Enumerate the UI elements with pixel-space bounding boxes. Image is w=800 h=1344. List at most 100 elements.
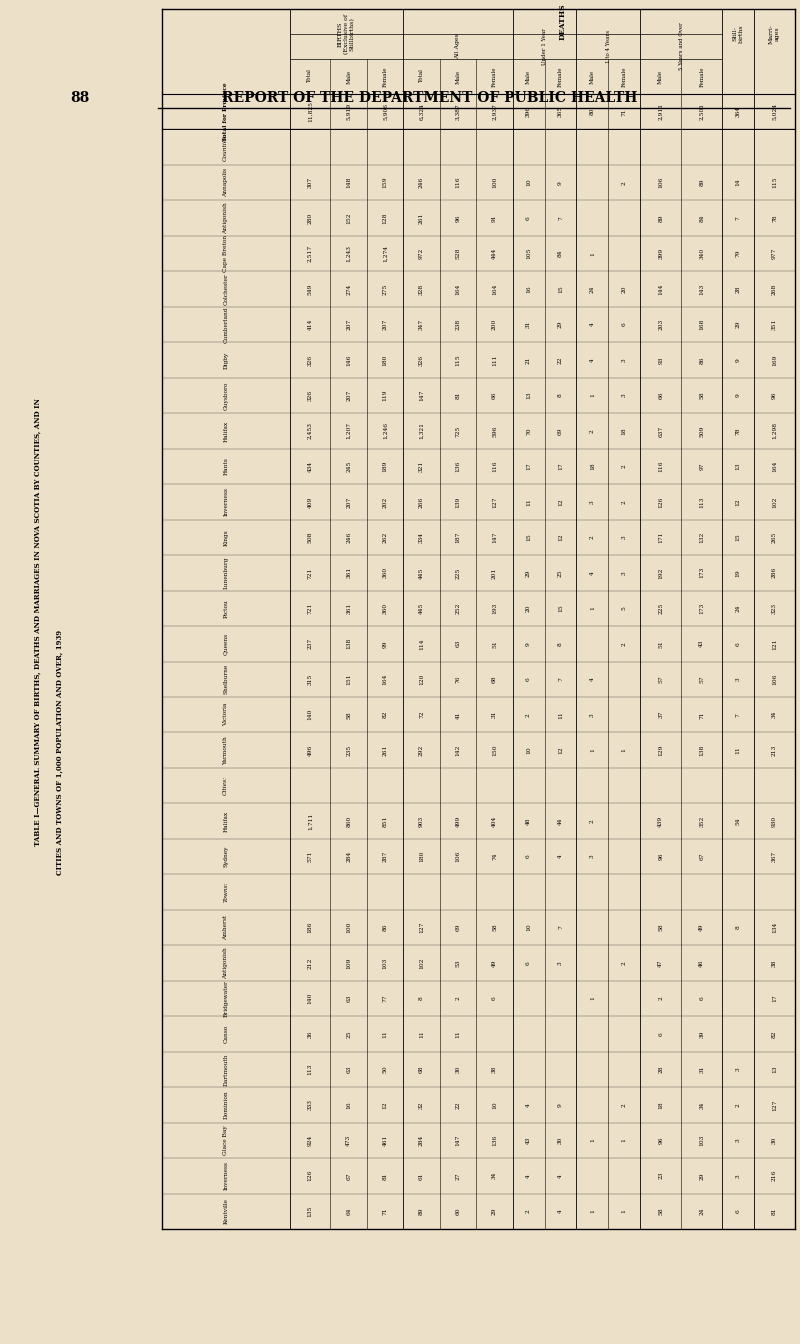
Text: TABLE I—GENERAL SUMMARY OF BIRTHS, DEATHS AND MARRIAGES IN NOVA SCOTIA BY COUNTI: TABLE I—GENERAL SUMMARY OF BIRTHS, DEATH…	[34, 398, 42, 845]
Text: 51: 51	[492, 640, 497, 648]
Text: Kentville: Kentville	[223, 1199, 228, 1224]
Text: 116: 116	[658, 461, 663, 472]
Text: 360: 360	[382, 602, 388, 614]
Text: 245: 245	[346, 461, 351, 472]
Text: 11: 11	[419, 1030, 424, 1038]
Text: 6,324: 6,324	[419, 103, 424, 120]
Text: 34: 34	[492, 1172, 497, 1180]
Text: 70: 70	[526, 427, 531, 434]
Text: 1: 1	[590, 996, 595, 1000]
Text: 3: 3	[735, 1175, 741, 1177]
Text: 6: 6	[526, 961, 531, 965]
Text: 10: 10	[526, 923, 531, 931]
Text: 128: 128	[382, 212, 388, 224]
Text: 14: 14	[735, 179, 741, 187]
Text: 116: 116	[455, 177, 461, 188]
Text: 2: 2	[590, 429, 595, 433]
Text: 509: 509	[699, 425, 704, 437]
Text: 9: 9	[558, 181, 563, 184]
Text: 192: 192	[658, 567, 663, 578]
Text: 146: 146	[346, 355, 351, 366]
Text: 49: 49	[699, 923, 704, 931]
Text: 16: 16	[526, 285, 531, 293]
Text: 144: 144	[658, 284, 663, 294]
Text: 977: 977	[772, 249, 777, 259]
Text: 68: 68	[419, 1066, 424, 1073]
Text: 103: 103	[382, 957, 388, 969]
Text: Female: Female	[558, 66, 563, 87]
Text: 972: 972	[419, 249, 424, 259]
Text: 851: 851	[382, 816, 388, 827]
Text: 126: 126	[307, 1171, 313, 1181]
Text: 280: 280	[307, 212, 313, 223]
Text: 203: 203	[658, 319, 663, 331]
Text: 139: 139	[455, 496, 461, 508]
Text: 24: 24	[735, 605, 741, 612]
Text: 15: 15	[526, 534, 531, 542]
Text: 71: 71	[622, 108, 626, 116]
Text: 15: 15	[735, 534, 741, 542]
Text: 3: 3	[622, 394, 626, 398]
Text: 334: 334	[419, 532, 424, 543]
Text: 266: 266	[419, 496, 424, 508]
Text: 399: 399	[658, 249, 663, 259]
Text: 238: 238	[455, 319, 461, 331]
Text: 11: 11	[526, 499, 531, 505]
Text: 168: 168	[699, 319, 704, 331]
Text: 103: 103	[699, 1134, 704, 1146]
Text: Hants: Hants	[223, 457, 228, 476]
Text: 396: 396	[526, 106, 531, 117]
Text: 13: 13	[735, 462, 741, 470]
Text: 63: 63	[455, 640, 461, 648]
Text: 12: 12	[735, 499, 741, 505]
Text: Dartmouth: Dartmouth	[223, 1054, 228, 1086]
Text: Kings: Kings	[223, 530, 228, 546]
Text: 1,207: 1,207	[346, 422, 351, 439]
Text: 4: 4	[526, 1173, 531, 1177]
Text: 173: 173	[699, 602, 704, 614]
Text: 115: 115	[772, 177, 777, 188]
Text: 37: 37	[658, 711, 663, 719]
Text: 1: 1	[590, 749, 595, 753]
Text: 93: 93	[658, 356, 663, 364]
Text: 2,911: 2,911	[658, 103, 663, 121]
Text: 69: 69	[455, 923, 461, 931]
Text: 9: 9	[526, 642, 531, 645]
Text: 164: 164	[772, 461, 777, 472]
Text: 200: 200	[492, 319, 497, 331]
Text: 31: 31	[526, 321, 531, 328]
Text: 9: 9	[735, 358, 741, 362]
Text: 30: 30	[772, 1137, 777, 1144]
Text: 2: 2	[735, 1103, 741, 1106]
Text: 30: 30	[455, 1066, 461, 1073]
Text: 34: 34	[772, 711, 777, 719]
Text: 12: 12	[558, 499, 563, 505]
Text: 151: 151	[346, 673, 351, 685]
Text: 7: 7	[558, 216, 563, 220]
Text: 326: 326	[419, 355, 424, 366]
Text: 17: 17	[526, 462, 531, 470]
Text: 30: 30	[558, 1137, 563, 1144]
Text: Canso: Canso	[223, 1024, 228, 1043]
Text: 23: 23	[658, 1172, 663, 1180]
Text: 3,387: 3,387	[455, 103, 461, 120]
Text: 100: 100	[492, 177, 497, 188]
Text: 58: 58	[699, 391, 704, 399]
Text: 10: 10	[526, 746, 531, 754]
Text: Male: Male	[658, 70, 663, 83]
Text: 29: 29	[492, 1207, 497, 1215]
Text: 58: 58	[658, 1207, 663, 1215]
Text: Inverness: Inverness	[223, 1161, 228, 1191]
Text: 4: 4	[590, 677, 595, 681]
Text: Total for Province: Total for Province	[223, 82, 228, 141]
Text: 64: 64	[346, 1207, 351, 1215]
Text: 15: 15	[558, 605, 563, 612]
Text: 135: 135	[307, 1206, 313, 1216]
Text: 6: 6	[492, 997, 497, 1000]
Text: REPORT OF THE DEPARTMENT OF PUBLIC HEALTH: REPORT OF THE DEPARTMENT OF PUBLIC HEALT…	[222, 91, 638, 105]
Text: 1: 1	[590, 1210, 595, 1214]
Text: 164: 164	[382, 673, 388, 685]
Text: 10: 10	[526, 179, 531, 187]
Text: 18: 18	[590, 462, 595, 470]
Text: 8: 8	[558, 394, 563, 398]
